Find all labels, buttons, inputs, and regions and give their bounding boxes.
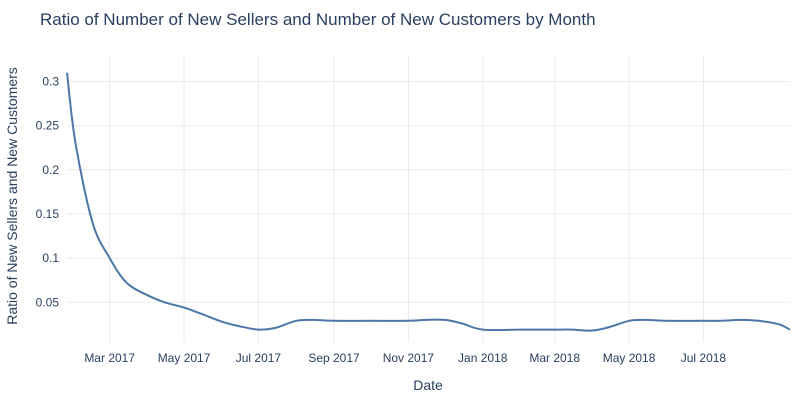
x-tick-label: Jul 2017 xyxy=(236,351,282,365)
series-line xyxy=(66,72,791,332)
x-tick-label: May 2018 xyxy=(603,351,656,365)
x-tick-label: May 2017 xyxy=(158,351,211,365)
y-tick-label: 0.1 xyxy=(42,251,59,265)
x-axis-ticks: Mar 2017 May 2017 Jul 2017 Sep 2017 Nov 2017… xyxy=(84,351,726,365)
y-tick-label: 0.2 xyxy=(42,163,59,177)
y-axis-ticks: 0.05 0.1 0.15 0.2 0.25 0.3 xyxy=(36,74,60,309)
chart-title: Ratio of Number of New Sellers and Numbe… xyxy=(40,10,596,29)
y-tick-label: 0.05 xyxy=(36,295,60,309)
series-layer xyxy=(66,72,791,332)
y-axis-title: Ratio of New Sellers and New Customers xyxy=(4,67,20,325)
y-tick-label: 0.25 xyxy=(36,119,60,133)
x-tick-label: Jan 2018 xyxy=(458,351,508,365)
x-tick-label: Mar 2018 xyxy=(529,351,580,365)
grid xyxy=(67,55,790,342)
x-tick-label: Nov 2017 xyxy=(383,351,435,365)
x-tick-label: Mar 2017 xyxy=(84,351,135,365)
x-tick-label: Sep 2017 xyxy=(308,351,360,365)
y-tick-label: 0.3 xyxy=(42,74,59,88)
x-axis-title: Date xyxy=(413,377,443,393)
x-tick-label: Jul 2018 xyxy=(681,351,727,365)
y-tick-label: 0.15 xyxy=(36,207,60,221)
